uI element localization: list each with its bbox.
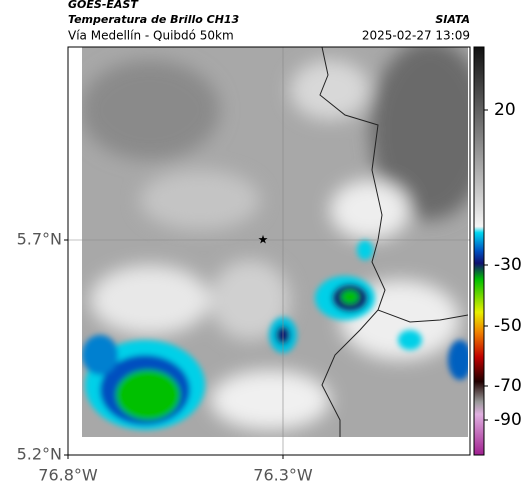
region: Vía Medellín - Quibdó 50km: [68, 29, 234, 43]
colorbar-tick-label: -70: [494, 376, 522, 396]
org: SIATA: [435, 13, 470, 26]
lat-label: 5.2°N: [17, 445, 62, 464]
satellite-image: [82, 47, 468, 437]
colorbar: [473, 46, 485, 456]
timestamp: 2025-02-27 13:09: [362, 29, 470, 43]
labels: 5.7°N 5.2°N 76.8°W 76.3°W 20 -30 -50 -70 -90: [17, 100, 522, 485]
lon-label: 76.3°W: [253, 466, 313, 485]
colorbar-tick-label: -30: [494, 255, 522, 275]
lat-label: 5.7°N: [17, 230, 62, 249]
city-marker: ★: [258, 233, 269, 247]
colorbar-tick-label: 20: [494, 100, 516, 120]
product: Temperatura de Brillo CH13: [68, 13, 240, 26]
source: GOES-EAST: [68, 0, 139, 11]
map-frame: [67, 46, 471, 456]
colorbar-tick-label: -50: [494, 316, 522, 336]
colorbar-tick-label: -90: [494, 410, 522, 430]
lon-label: 76.8°W: [38, 466, 98, 485]
